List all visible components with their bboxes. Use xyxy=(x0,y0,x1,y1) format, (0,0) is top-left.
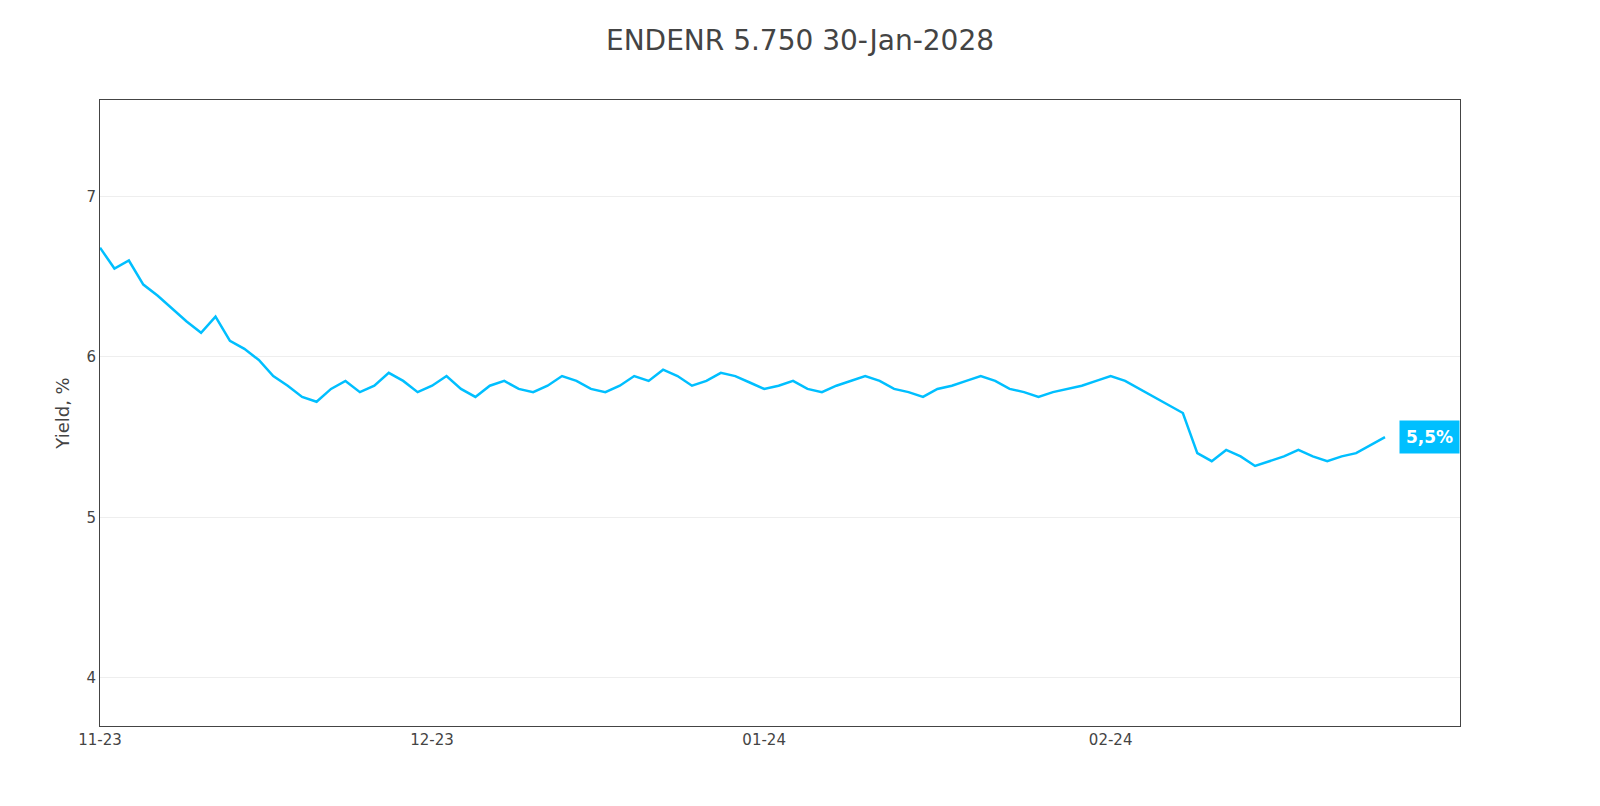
svg-text:01-24: 01-24 xyxy=(742,731,786,749)
svg-text:02-24: 02-24 xyxy=(1089,731,1133,749)
svg-text:12-23: 12-23 xyxy=(410,731,454,749)
svg-text:5: 5 xyxy=(86,509,96,527)
svg-text:6: 6 xyxy=(86,348,96,366)
svg-text:ENDENR 5.750 30-Jan-2028: ENDENR 5.750 30-Jan-2028 xyxy=(606,24,994,57)
svg-text:11-23: 11-23 xyxy=(78,731,122,749)
svg-text:Yield, %: Yield, % xyxy=(52,377,73,449)
svg-text:5,5%: 5,5% xyxy=(1406,427,1453,447)
svg-text:4: 4 xyxy=(86,669,96,687)
svg-text:7: 7 xyxy=(86,188,96,206)
